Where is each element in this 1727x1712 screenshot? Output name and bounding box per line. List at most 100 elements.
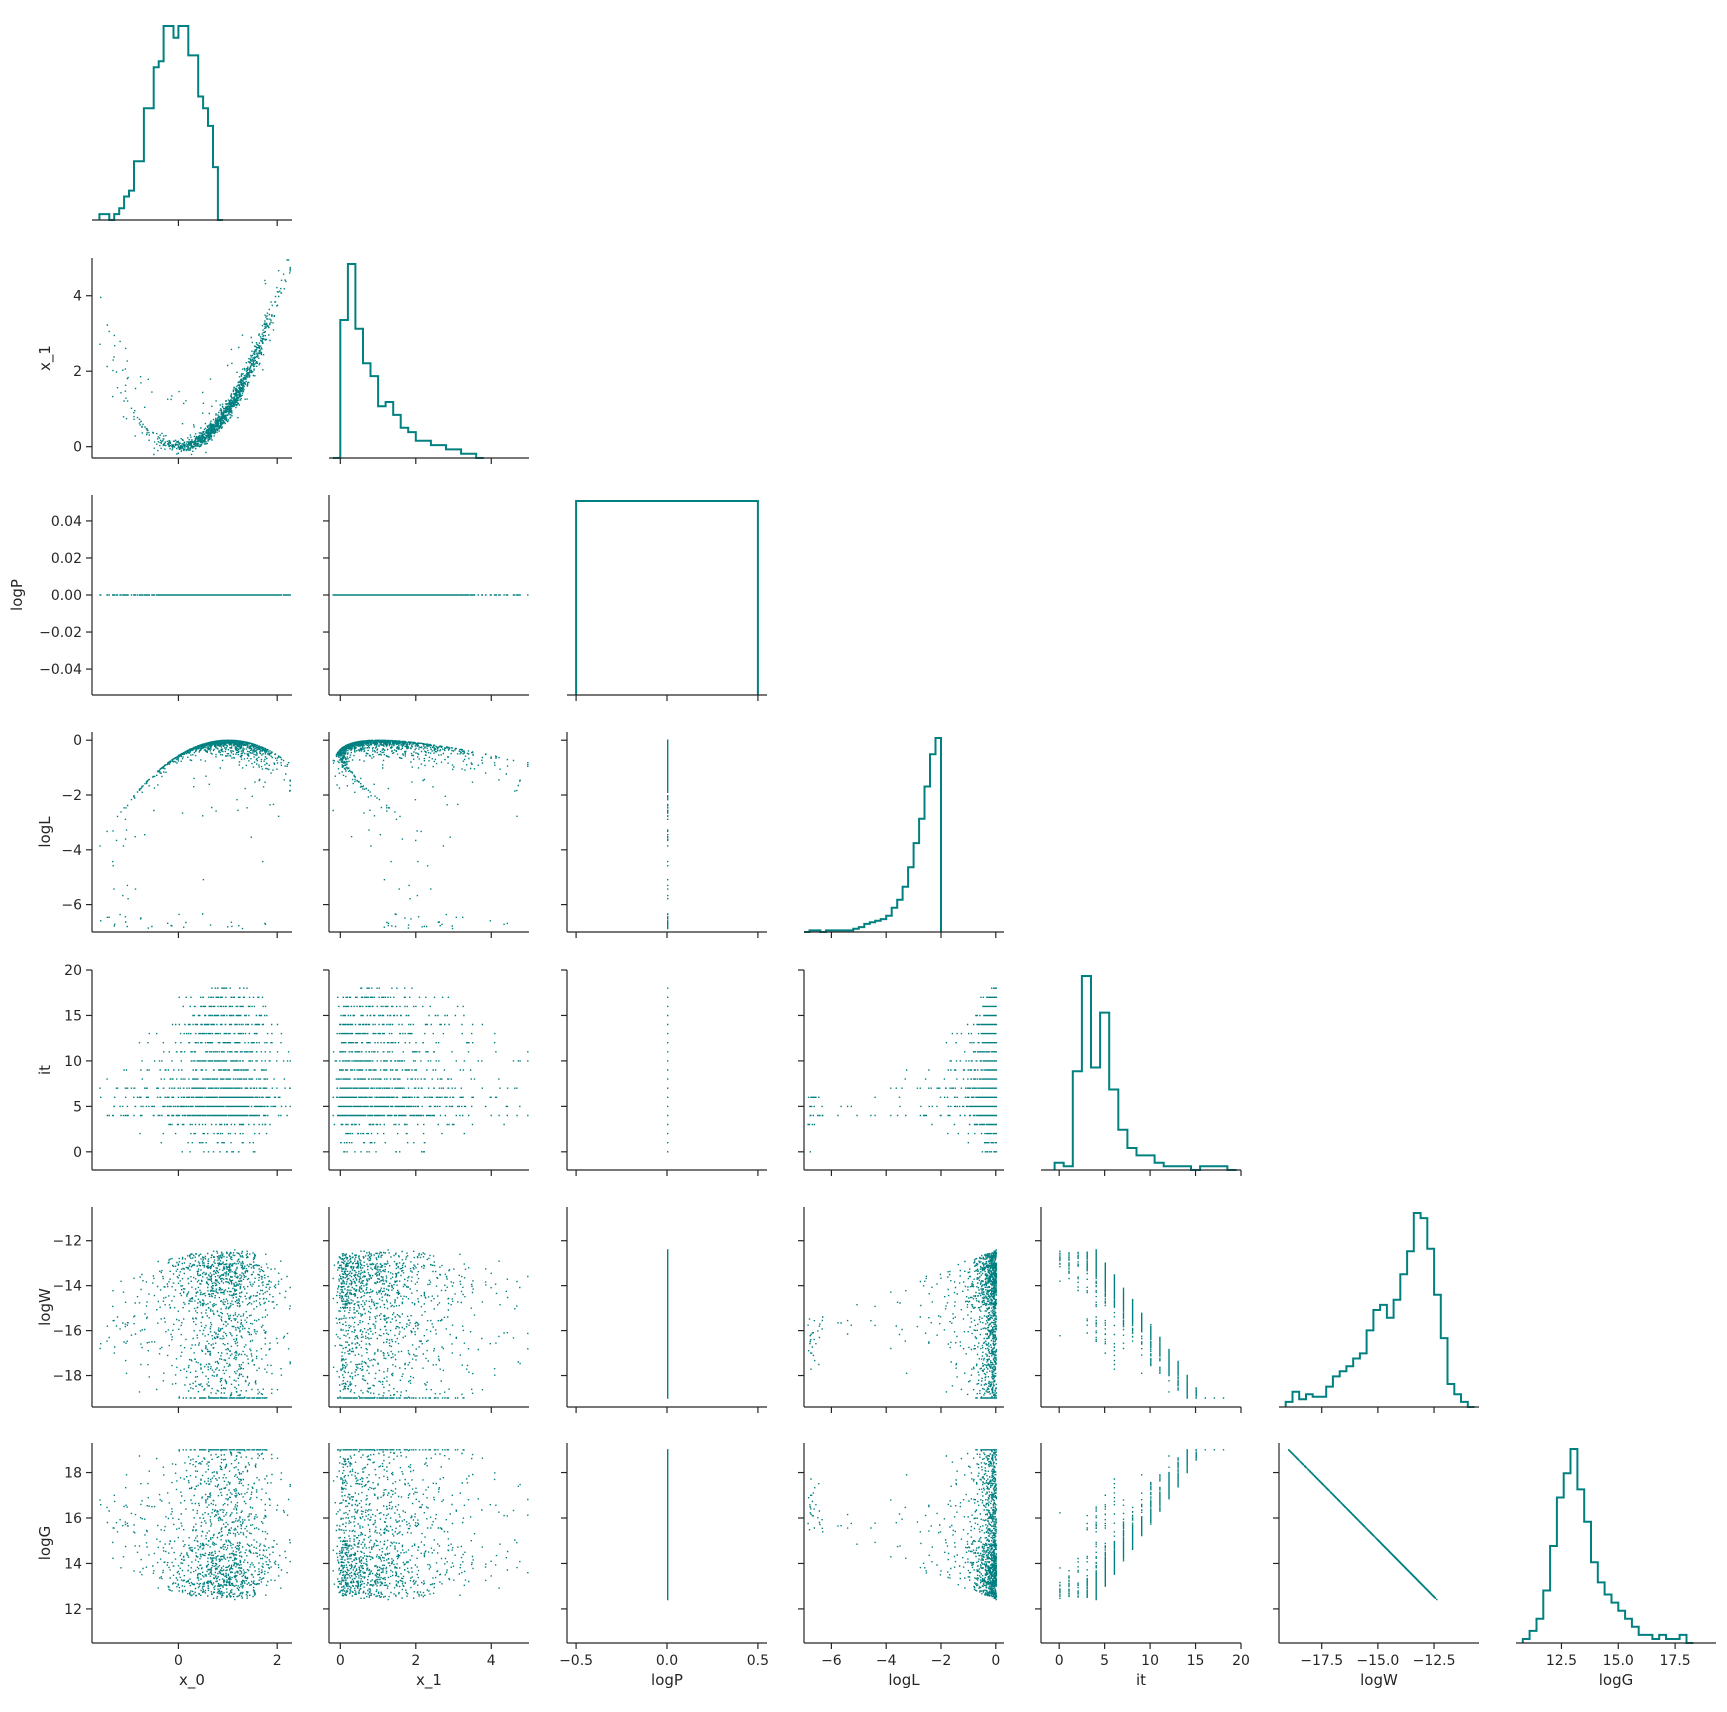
x-axis-label-logG: logG [1599,1671,1634,1689]
y-tick-label: 14 [64,1556,82,1572]
scatter-logW-vs-it [1059,1249,1225,1399]
y-axis-label-logG: logG [36,1526,54,1561]
panel-logW-vs-x_1 [323,1207,529,1413]
scatter-logL-vs-x_1 [332,739,529,930]
y-tick-label: −0.02 [39,625,82,641]
panel-it-vs-it [1041,975,1242,1176]
histogram-logG [1521,1448,1694,1644]
x-tick-label: 0.5 [747,1653,769,1669]
scatter-logW-vs-x_1 [332,1249,529,1399]
panel-x_1-vs-x_0: 0 2 4 x_1 [36,258,292,464]
scatter-logG-vs-x_0 [99,1449,291,1601]
panel-logL-vs-logP [561,732,767,938]
y-axis-label-logW: logW [36,1288,54,1326]
y-axis-label-it: it [36,1065,54,1075]
x-tick-label: −12.5 [1413,1653,1456,1669]
x-tick-label: 0 [1055,1653,1064,1669]
scatter-logW-vs-x_0 [99,1249,291,1399]
x-tick-label: 4 [487,1653,496,1669]
scatter-logG-vs-logP [667,1449,669,1601]
scatter-logG-vs-logW [1288,1449,1438,1601]
panel-it-vs-x_1 [323,969,529,1176]
y-axis-label-logL: logL [36,816,54,848]
x-tick-label: 17.5 [1660,1653,1691,1669]
x-axis-label-logL: logL [888,1671,920,1689]
panel-logL-vs-x_0: −6 −4 −2 0 logL [36,732,292,938]
x-tick-label: −2 [931,1653,952,1669]
x-tick-label: −17.5 [1300,1653,1343,1669]
x-tick-label: −15.0 [1356,1653,1399,1669]
panel-logW-vs-logW [1279,1212,1479,1413]
y-tick-label: 16 [64,1511,82,1527]
x-tick-label: 0 [336,1653,345,1669]
x-tick-label: 15 [1187,1653,1205,1669]
y-tick-label: 12 [64,1602,82,1618]
x-tick-label: 15.0 [1603,1653,1634,1669]
y-tick-label: 15 [64,1008,82,1024]
y-tick-label: −16 [52,1324,82,1340]
scatter-logW-vs-logP [667,1249,669,1399]
y-tick-label: 4 [73,289,82,305]
x-axis-label-x_0: x_0 [179,1671,205,1690]
y-tick-label: −0.04 [39,662,82,678]
scatter-it-vs-x_1 [332,987,529,1153]
y-tick-label: −6 [61,898,82,914]
panel-it-vs-logL [798,969,1004,1176]
x-tick-label: −4 [876,1653,897,1669]
histogram-x_1 [332,263,484,459]
panel-logG-vs-x_0: 0 2 12 14 16 18 x_0 logG [36,1443,292,1690]
y-tick-label: −12 [52,1234,82,1250]
panel-logW-vs-x_0: −18 −16 −14 −12 logW [36,1207,292,1413]
y-axis-label-logP: logP [8,579,26,611]
histogram-logW [1284,1212,1475,1408]
scatter-it-vs-logL [807,987,998,1153]
scatter-logL-vs-x_0 [99,739,291,930]
x-axis-label-logW: logW [1360,1671,1398,1689]
panel-logP-vs-x_0: −0.04 −0.02 0.00 0.02 0.04 logP [8,495,292,701]
y-tick-label: 0.04 [51,514,82,530]
panel-it-vs-x_0: 0 5 10 15 20 it [36,963,292,1176]
panel-logG-vs-logL: −6 −4 −2 0 logL [798,1443,1004,1689]
y-tick-label: 5 [73,1099,82,1115]
x-tick-label: 12.5 [1546,1653,1577,1669]
scatter-logG-vs-logL [807,1449,998,1601]
panel-logL-vs-x_1 [323,732,529,938]
x-tick-label: 0.0 [656,1653,678,1669]
panel-logG-vs-x_1: 0 2 4 x_1 [323,1443,529,1690]
panel-logP-vs-x_1 [323,495,529,701]
y-tick-label: −4 [61,843,82,859]
panel-logW-vs-logL [798,1207,1004,1413]
scatter-it-vs-x_0 [99,987,291,1153]
panel-x_1-vs-x_1 [329,263,529,464]
histogram-logL [804,737,942,933]
histogram-logP [575,500,759,695]
scatter-logG-vs-it [1059,1449,1225,1601]
panel-x_0-vs-x_0 [92,25,292,226]
panel-logW-vs-logP [561,1207,767,1413]
x-tick-label: −0.5 [559,1653,593,1669]
y-tick-label: 0.02 [51,551,82,567]
panel-logW-vs-it [1035,1207,1242,1413]
y-tick-label: −18 [52,1369,82,1385]
x-tick-label: 0 [174,1653,183,1669]
scatter-logG-vs-x_1 [332,1449,529,1601]
x-tick-label: −6 [821,1653,842,1669]
histogram-it [1053,975,1237,1171]
y-tick-label: 18 [64,1466,82,1482]
panel-logG-vs-it: 0 5 10 15 20 it [1035,1443,1250,1689]
x-tick-label: 2 [411,1653,420,1669]
x-tick-label: 10 [1141,1653,1159,1669]
scatter-x_1-vs-x_0 [99,259,291,456]
scatter-it-vs-logP [667,987,669,1153]
histogram-x_0 [98,25,223,221]
y-tick-label: 20 [64,963,82,979]
y-tick-label: 0 [73,733,82,749]
x-tick-label: 20 [1232,1653,1250,1669]
x-axis-label-logP: logP [651,1671,683,1689]
x-tick-label: 5 [1100,1653,1109,1669]
y-tick-label: −14 [52,1279,82,1295]
panel-logL-vs-logL [804,737,1004,938]
panel-logG-vs-logW: −17.5 −15.0 −12.5 logW [1273,1443,1479,1689]
y-axis-label-x_1: x_1 [36,345,55,371]
